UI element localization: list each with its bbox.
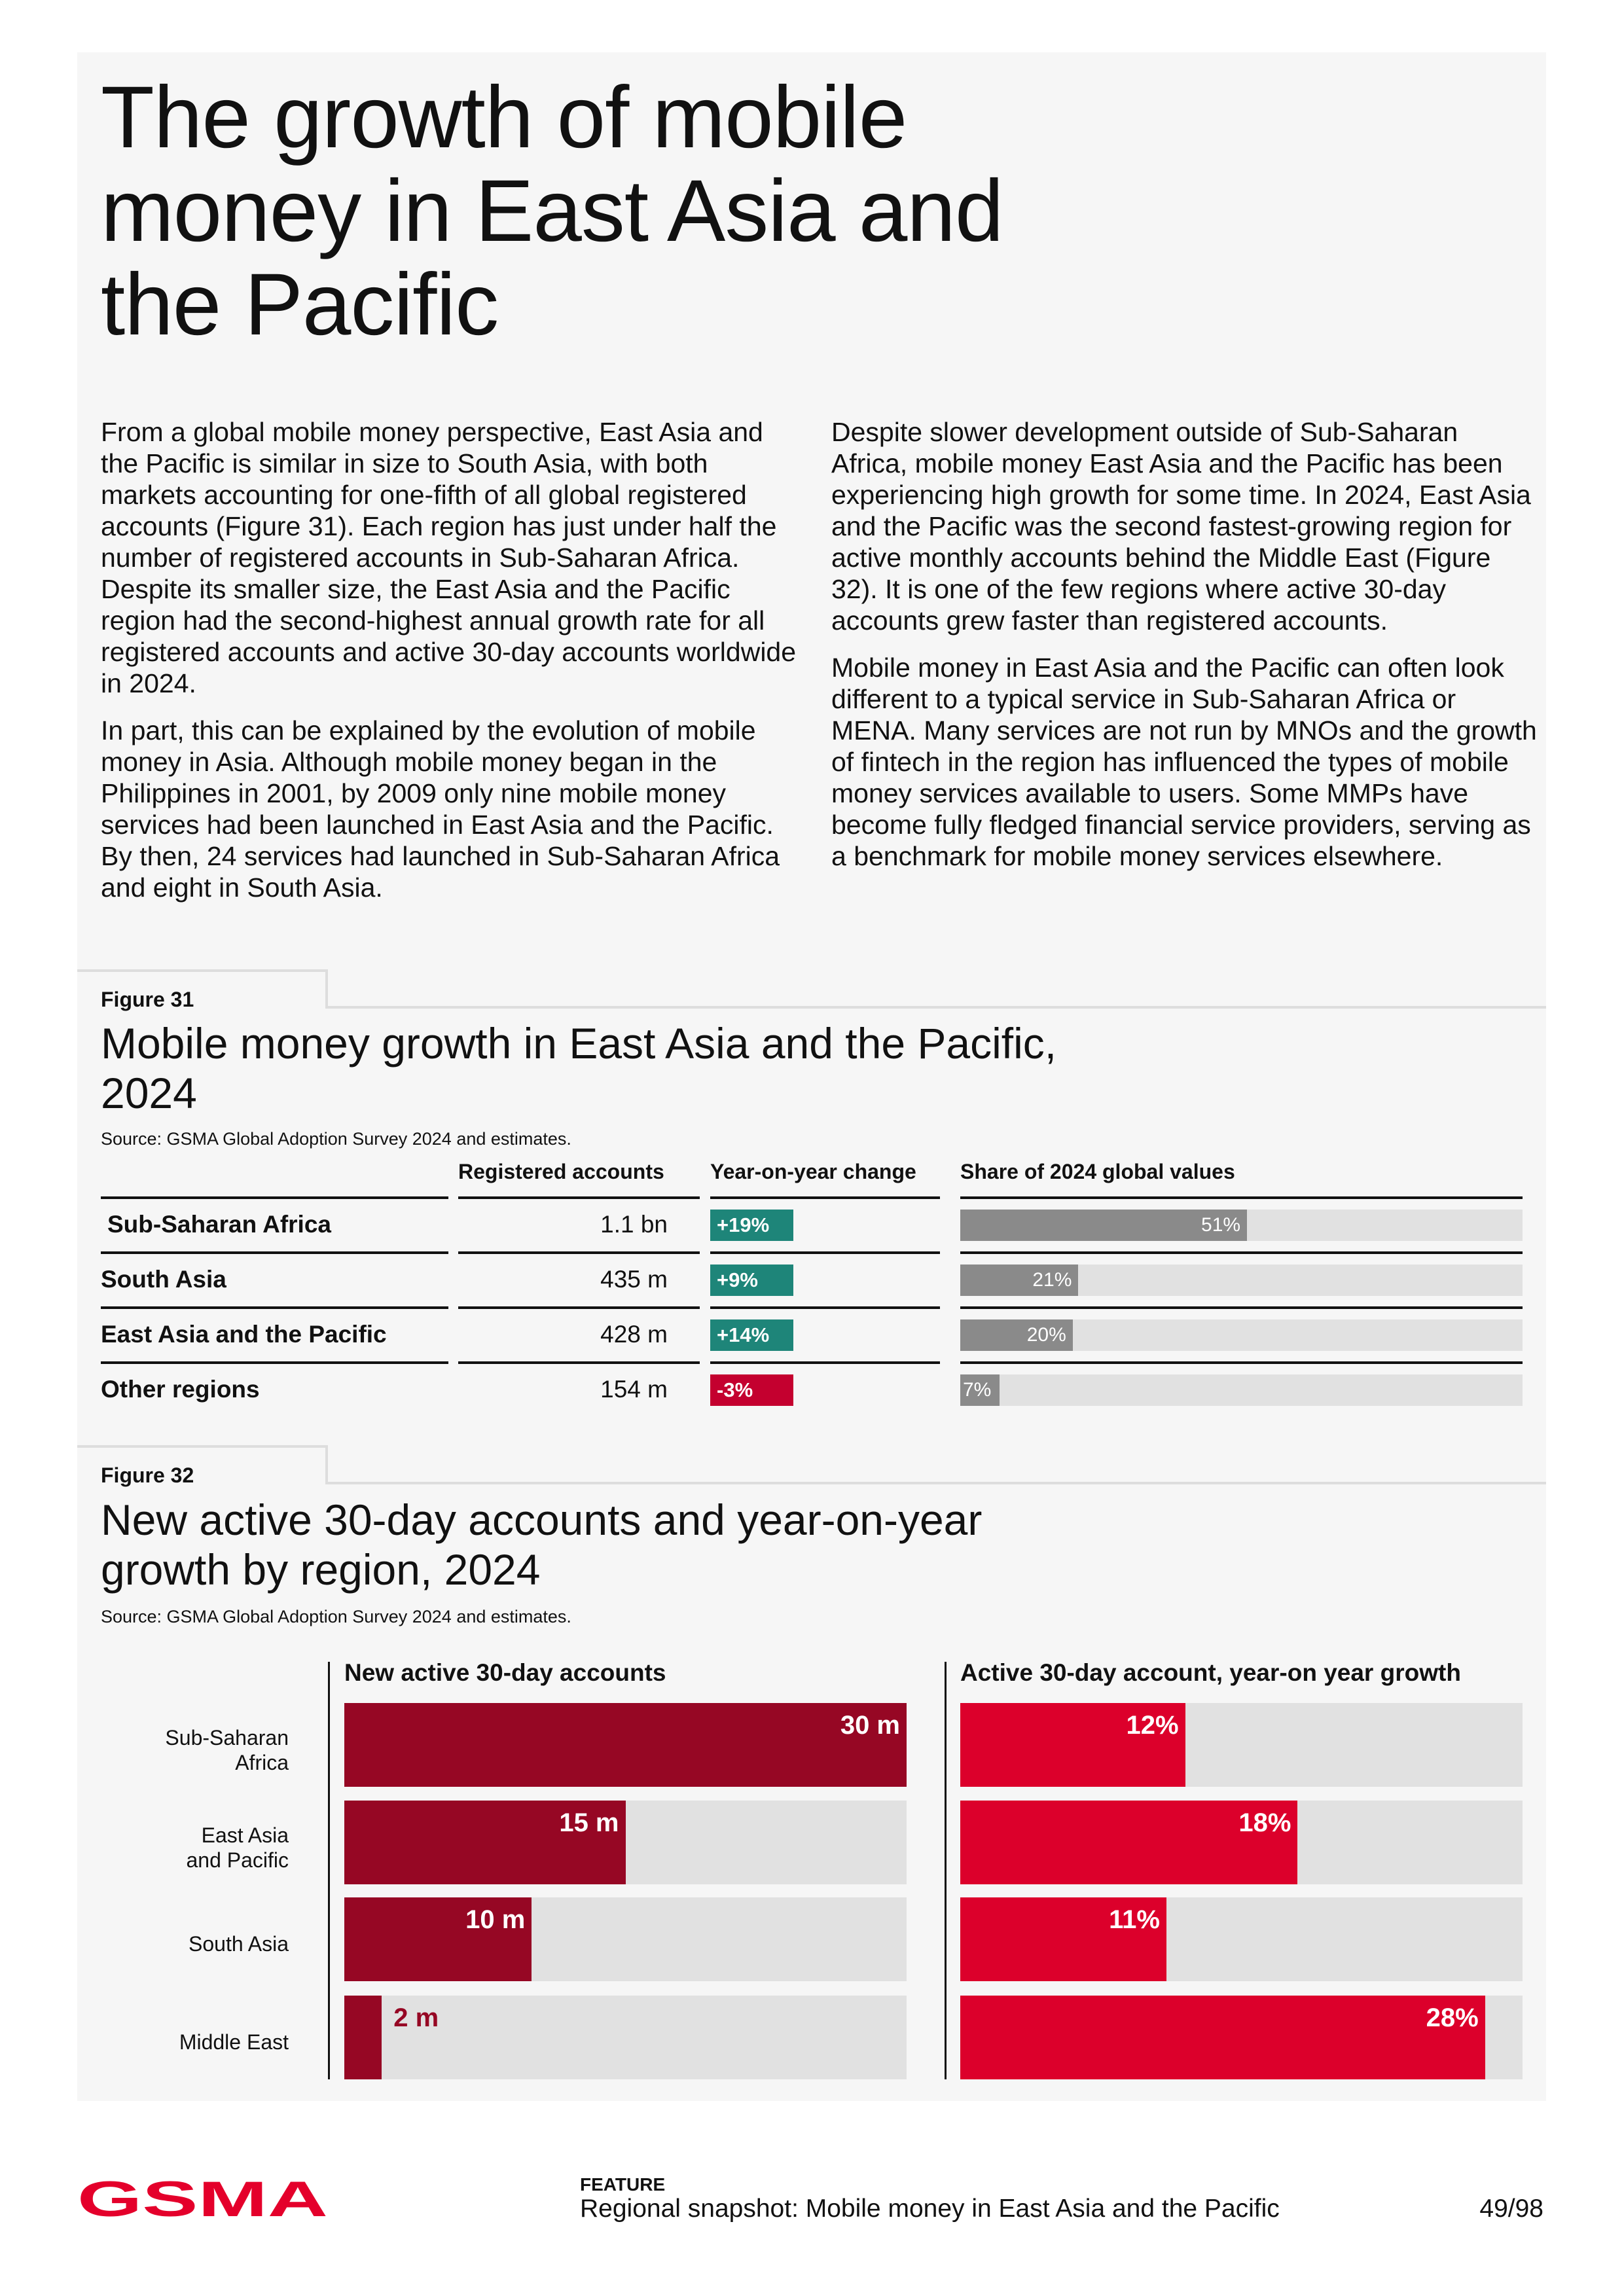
column-header: Share of 2024 global values <box>960 1160 1235 1183</box>
share-bar: 7% <box>960 1374 1000 1406</box>
row-divider <box>710 1196 940 1199</box>
bar-label: 2 m <box>393 2003 439 2032</box>
bar-track: 12% <box>960 1703 1523 1787</box>
row-divider <box>710 1306 940 1309</box>
figure-tab <box>77 1445 328 1484</box>
page-number: 49/98 <box>1479 2195 1543 2223</box>
share-bar-track: 21% <box>960 1265 1523 1296</box>
row-divider <box>960 1196 1523 1199</box>
row-divider <box>101 1196 448 1199</box>
category-label-line: South Asia <box>189 1932 289 1956</box>
registered-value: 435 m <box>600 1266 668 1293</box>
share-bar: 51% <box>960 1210 1248 1241</box>
row-label: East Asia and the Pacific <box>101 1321 387 1348</box>
row-divider <box>960 1306 1523 1309</box>
row-divider <box>458 1251 700 1254</box>
paragraph: Mobile money in East Asia and the Pacifi… <box>831 653 1537 871</box>
figure-title: New active 30-day accounts and year-on-y… <box>101 1496 983 1594</box>
gsma-logo: GSMA <box>77 2179 328 2220</box>
bar <box>344 1703 907 1787</box>
category-label: Middle East <box>98 2030 289 2054</box>
bar-track: 15 m <box>344 1801 907 1884</box>
bar <box>960 1703 1185 1787</box>
bar-track: 30 m <box>344 1703 907 1787</box>
bar-label: 28% <box>1426 2003 1479 2032</box>
figure-title: Mobile money growth in East Asia and the… <box>101 1019 1057 1117</box>
bar-label: 11% <box>1109 1905 1160 1934</box>
svg-text:GSMA: GSMA <box>77 2179 328 2220</box>
registered-value: 154 m <box>600 1376 668 1403</box>
axis-line <box>328 1662 330 2079</box>
paragraph: Despite slower development outside of Su… <box>831 417 1531 636</box>
bar <box>960 1801 1298 1884</box>
row-label: Other regions <box>101 1376 260 1403</box>
share-bar-track: 20% <box>960 1319 1523 1351</box>
figure-source: Source: GSMA Global Adoption Survey 2024… <box>101 1129 571 1149</box>
figure-tab <box>77 969 328 1009</box>
share-bar-track: 51% <box>960 1210 1523 1241</box>
bar <box>344 1801 626 1884</box>
axis-line <box>945 1662 947 2079</box>
category-label-line: Middle East <box>179 2030 289 2054</box>
bar <box>960 1996 1485 2079</box>
bar-label: 10 m <box>465 1905 526 1934</box>
bar <box>344 1897 532 1981</box>
paragraph: In part, this can be explained by the ev… <box>101 715 780 903</box>
body-column-left: From a global mobile money perspective, … <box>101 416 808 919</box>
bar-track: 28% <box>960 1996 1523 2079</box>
bar-label: 30 m <box>840 1711 900 1740</box>
paragraph: From a global mobile money perspective, … <box>101 417 797 698</box>
category-label-line: Sub-Saharan <box>165 1726 289 1749</box>
registered-value: 1.1 bn <box>600 1211 668 1238</box>
row-divider <box>458 1196 700 1199</box>
category-label-line: East Asia <box>201 1823 289 1847</box>
bar-track: 18% <box>960 1801 1523 1884</box>
row-divider <box>960 1361 1523 1364</box>
column-header: Year-on-year change <box>710 1160 916 1183</box>
bar-track: 2 m <box>344 1996 907 2079</box>
share-bar-track: 7% <box>960 1374 1523 1406</box>
row-divider <box>101 1361 448 1364</box>
share-bar: 20% <box>960 1319 1073 1351</box>
row-divider <box>458 1361 700 1364</box>
row-divider <box>710 1251 940 1254</box>
bar-track: 10 m <box>344 1897 907 1981</box>
yoy-badge: +9% <box>710 1265 793 1296</box>
row-divider <box>710 1361 940 1364</box>
row-divider <box>101 1306 448 1309</box>
figure-source: Source: GSMA Global Adoption Survey 2024… <box>101 1607 571 1626</box>
bar-label: 18% <box>1238 1808 1291 1837</box>
series-header: New active 30-day accounts <box>344 1659 666 1686</box>
category-label: South Asia <box>98 1931 289 1956</box>
row-label: Sub-Saharan Africa <box>107 1211 331 1238</box>
category-label: East Asia and Pacific <box>98 1823 289 1873</box>
row-label: South Asia <box>101 1266 226 1293</box>
bar-track: 11% <box>960 1897 1523 1981</box>
registered-value: 428 m <box>600 1321 668 1348</box>
page-title: The growth of mobile money in East Asia … <box>101 69 1003 353</box>
category-label-line: and Pacific <box>186 1848 289 1872</box>
category-label: Sub-Saharan Africa <box>98 1725 289 1775</box>
yoy-badge: +19% <box>710 1210 793 1241</box>
figure-label: Figure 32 <box>101 1463 194 1487</box>
footer-subtitle: Regional snapshot: Mobile money in East … <box>580 2195 1280 2223</box>
row-divider <box>458 1306 700 1309</box>
series-header: Active 30-day account, year-on year grow… <box>960 1659 1461 1686</box>
yoy-badge: -3% <box>710 1374 793 1406</box>
row-divider <box>101 1251 448 1254</box>
bar <box>960 1897 1166 1981</box>
bar <box>344 1996 382 2079</box>
column-header: Registered accounts <box>458 1160 664 1183</box>
yoy-badge: +14% <box>710 1319 793 1351</box>
figure-label: Figure 31 <box>101 988 194 1011</box>
footer-section: FEATURE <box>580 2174 666 2195</box>
divider <box>328 1482 1546 1484</box>
row-divider <box>960 1251 1523 1254</box>
divider <box>328 1006 1546 1009</box>
bar-label: 15 m <box>559 1808 619 1837</box>
bar-label: 12% <box>1126 1711 1179 1740</box>
body-column-right: Despite slower development outside of Su… <box>831 416 1538 888</box>
category-label-line: Africa <box>235 1751 289 1774</box>
share-bar: 21% <box>960 1265 1079 1296</box>
